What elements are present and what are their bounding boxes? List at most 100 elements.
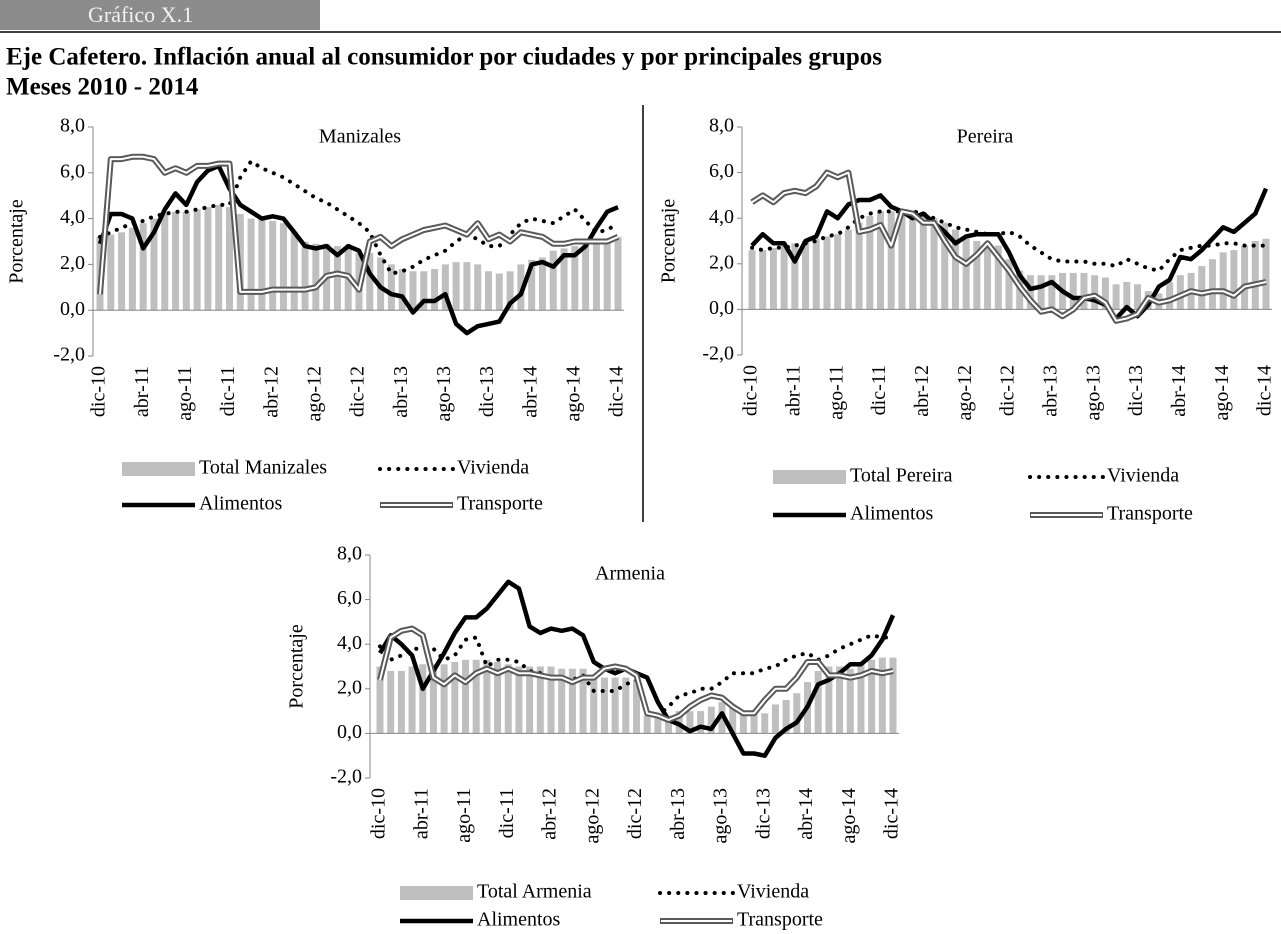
bar (825, 666, 833, 734)
bar (452, 262, 460, 311)
legend-label: Vivienda (457, 457, 529, 479)
bar (1262, 238, 1270, 310)
y-axis-label: Porcentaje (286, 624, 308, 709)
x-tick-label: dic-14 (881, 788, 903, 839)
bar (1219, 252, 1227, 310)
x-tick-label: abr-14 (795, 788, 817, 840)
x-tick-label: dic-12 (624, 788, 646, 839)
bar (485, 271, 492, 311)
bar (387, 264, 395, 311)
bar (930, 218, 938, 310)
x-tick-label: dic-13 (476, 366, 498, 417)
bar (761, 713, 769, 734)
x-tick-label: dic-13 (752, 788, 774, 839)
x-tick-label: dic-11 (496, 788, 518, 838)
bar (769, 247, 777, 310)
bar (150, 218, 158, 311)
x-tick-label: abr-11 (782, 365, 804, 416)
page-subtitle: Meses 2010 - 2014 (6, 74, 199, 101)
bar (517, 264, 525, 311)
bar (707, 706, 715, 734)
header-box (0, 0, 320, 30)
y-tick-label: 6,0 (60, 160, 85, 182)
line (98, 158, 620, 276)
bar (868, 659, 876, 734)
bar (592, 241, 600, 311)
y-tick-label: 2,0 (337, 676, 362, 698)
x-tick-label: abr-11 (410, 788, 432, 839)
bar (494, 662, 502, 734)
line (97, 163, 619, 336)
legend-label: Transporte (1107, 503, 1193, 525)
x-tick-label: abr-12 (260, 366, 282, 418)
x-tick-label: dic-10 (88, 366, 110, 417)
bar (408, 666, 416, 734)
bar (193, 209, 201, 311)
bar (614, 236, 622, 311)
bar (515, 666, 523, 734)
x-tick-label: ago-11 (453, 788, 475, 843)
bar (398, 268, 406, 311)
bar (654, 713, 662, 734)
bar (504, 664, 512, 734)
bar (333, 246, 341, 311)
bar (474, 264, 482, 311)
bar (643, 715, 651, 734)
bar (463, 262, 471, 311)
bar (440, 664, 448, 734)
chart-title: Pereira (957, 126, 1014, 148)
bar (441, 264, 449, 311)
legend-label: Total Armenia (477, 881, 592, 903)
bar (1026, 275, 1034, 310)
chart-title: Manizales (319, 126, 401, 148)
bar (1166, 282, 1174, 310)
line-inner (379, 627, 894, 721)
bar (279, 223, 287, 311)
chart-title: Armenia (595, 563, 665, 585)
bar (1048, 275, 1056, 310)
y-tick-label: 0,0 (60, 298, 85, 320)
bar (771, 704, 779, 734)
bar (1101, 277, 1109, 310)
bar (759, 250, 767, 310)
x-tick-label: dic-13 (1125, 365, 1147, 416)
legend-label: Vivienda (737, 881, 809, 903)
bar (495, 273, 503, 311)
bar (451, 662, 459, 734)
bar (172, 211, 180, 311)
bar (793, 693, 801, 734)
line-inner (99, 155, 619, 295)
line (750, 209, 1268, 273)
bar (844, 229, 852, 310)
x-tick-label: ago-13 (710, 788, 732, 844)
bar (376, 666, 384, 734)
bar (782, 699, 790, 734)
x-tick-label: abr-12 (911, 365, 933, 417)
bar (791, 243, 799, 310)
legend-label: Alimentos (199, 493, 283, 515)
bar (506, 271, 514, 311)
bar (729, 704, 737, 734)
bar (215, 204, 223, 311)
y-tick-label: 8,0 (337, 543, 362, 565)
bar (547, 666, 555, 734)
bar (462, 659, 469, 734)
bar (409, 271, 417, 311)
bar (420, 271, 428, 311)
y-tick-label: -2,0 (53, 344, 85, 366)
bar (697, 711, 705, 734)
x-tick-label: ago-14 (838, 788, 860, 844)
x-tick-label: dic-10 (368, 788, 390, 839)
bar (568, 668, 576, 734)
bar (571, 246, 579, 311)
bar (1230, 250, 1238, 310)
bar (1198, 266, 1206, 310)
bar (887, 211, 895, 310)
bar (590, 677, 598, 734)
bar (526, 666, 534, 734)
bar (118, 232, 126, 311)
y-tick-label: 0,0 (337, 721, 362, 743)
bar (834, 234, 842, 310)
bar (1241, 245, 1249, 310)
x-tick-label: dic-11 (217, 366, 239, 416)
